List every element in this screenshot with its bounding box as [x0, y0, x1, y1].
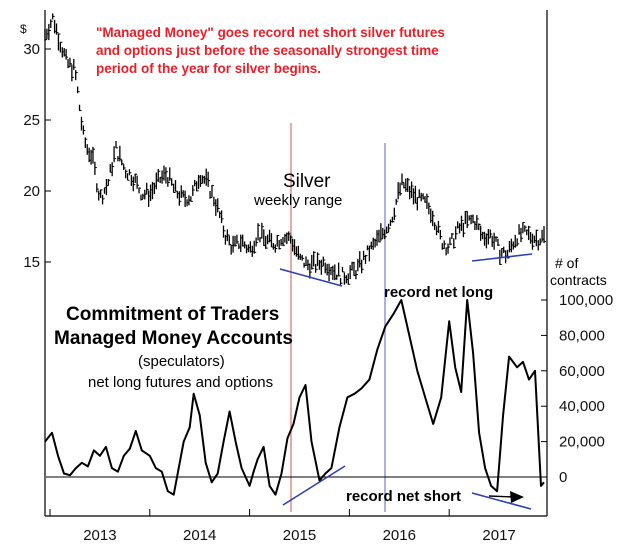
- headline-line-1: "Managed Money" goes record net short si…: [96, 25, 445, 40]
- x-year-label: 2015: [283, 527, 316, 544]
- contracts-label-2: contracts: [550, 272, 607, 288]
- x-year-label: 2016: [383, 527, 416, 544]
- x-axis: 2013 2014 2015 2016 2017: [49, 509, 516, 544]
- record-net-long-label: record net long: [384, 284, 493, 301]
- price-y-tick-label: 20: [23, 183, 40, 200]
- trendline-2017-cot: [471, 492, 532, 510]
- price-y-axis: 15 20 25 30: [23, 41, 51, 271]
- price-y-tick-label: 15: [23, 254, 40, 271]
- cot-subtitle-2: net long futures and options: [88, 374, 273, 391]
- cot-net-long-line: [44, 299, 545, 496]
- headline-line-2: and options just before the seasonally s…: [96, 43, 439, 58]
- x-year-label: 2017: [482, 527, 515, 544]
- price-y-tick-label: 25: [23, 112, 40, 129]
- cot-y-tick-label: 100,000: [559, 292, 613, 309]
- record-short-arrow-head: [510, 491, 524, 503]
- cot-y-tick-label: 0: [559, 469, 567, 486]
- cot-y-tick-label: 40,000: [559, 398, 605, 415]
- contracts-label-1: # of: [555, 255, 578, 271]
- silver-title: Silver: [283, 171, 331, 192]
- price-unit-label: $: [20, 22, 27, 36]
- silver-price-bars: [44, 13, 547, 286]
- x-year-label: 2014: [183, 527, 216, 544]
- trendline-2015-cot: [282, 465, 346, 506]
- cot-y-tick-label: 80,000: [559, 327, 605, 344]
- record-net-short-label: record net short: [346, 488, 461, 505]
- cot-y-tick-label: 60,000: [559, 363, 605, 380]
- cot-title-line-1: Commitment of Traders: [66, 304, 279, 325]
- cot-title-line-2: Managed Money Accounts: [54, 328, 293, 349]
- price-y-tick-label: 30: [23, 41, 40, 58]
- cot-y-tick-label: 20,000: [559, 434, 605, 451]
- record-short-arrow-shaft: [488, 495, 515, 498]
- trendline-2017-price: [471, 253, 533, 262]
- cot-y-axis: 0 20,000 40,000 60,000 80,000 100,000: [541, 292, 613, 486]
- x-year-label: 2013: [83, 527, 116, 544]
- trendline-2015-price: [279, 268, 343, 287]
- silver-subtitle: weekly range: [253, 192, 342, 209]
- cot-subtitle-1: (speculators): [138, 353, 225, 370]
- headline-line-3: period of the year for silver begins.: [96, 61, 321, 76]
